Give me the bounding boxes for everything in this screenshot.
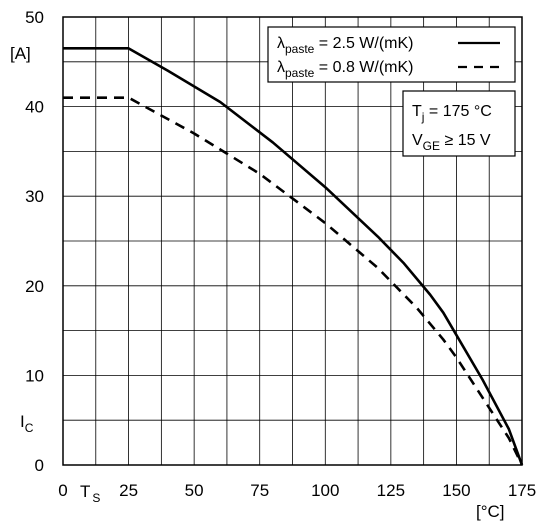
x-unit-label: [°C] — [476, 502, 505, 521]
legend: λpaste = 2.5 W/(mK) λpaste = 0.8 W/(mK) — [267, 26, 516, 83]
legend-entry-1-label: λpaste = 0.8 W/(mK) — [277, 59, 413, 80]
y-axis-label: IC — [20, 412, 34, 435]
y-unit-label: [A] — [10, 44, 31, 63]
y-tick-label: 10 — [25, 366, 44, 385]
y-tick-label: 0 — [35, 456, 44, 475]
y-axis-label-sub: C — [25, 421, 34, 435]
x-tick-label: 50 — [185, 481, 204, 500]
series-line-0 — [63, 47, 524, 466]
x-tick-label: 75 — [250, 481, 269, 500]
x-tick-label: 125 — [377, 481, 405, 500]
chart-series — [63, 47, 524, 466]
x-tick-label: 0 — [58, 481, 67, 500]
x-tick-label: 175 — [508, 481, 536, 500]
y-tick-label: 30 — [25, 187, 44, 206]
x-tick-label: 100 — [311, 481, 339, 500]
x-tick-label: 25 — [119, 481, 138, 500]
conditions-frame — [402, 90, 516, 157]
y-axis-label-main: I — [20, 412, 25, 431]
chart-grid — [63, 17, 522, 465]
y-tick-label: 40 — [25, 98, 44, 117]
x-axis-label-sub: S — [92, 491, 100, 505]
condition-tj: Tj = 175 °C — [412, 103, 492, 124]
plot-frame — [62, 16, 523, 466]
condition-vge: VGE ≥ 15 V — [412, 132, 491, 153]
y-tick-label: 50 — [25, 8, 44, 27]
y-tick-label: 20 — [25, 277, 44, 296]
legend-entry-0-label: λpaste = 2.5 W/(mK) — [277, 35, 413, 56]
legend-box — [267, 26, 516, 83]
conditions-box: Tj = 175 °C VGE ≥ 15 V — [402, 90, 516, 157]
x-axis-label-main: T — [80, 482, 90, 501]
chart-tick-labels: 0 25 50 75 100 125 150 175 0 10 20 30 40 50 — [25, 8, 536, 500]
series-line-1 — [63, 96, 524, 466]
x-tick-label: 150 — [442, 481, 470, 500]
